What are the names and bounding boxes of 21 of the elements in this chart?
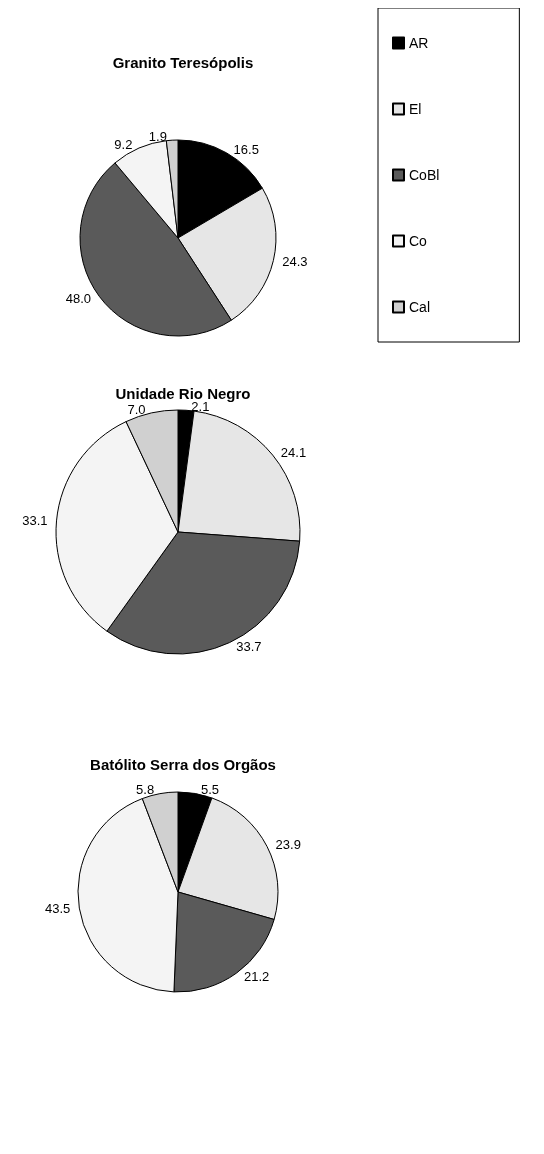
data-label: 1.9 — [148, 128, 167, 144]
legend-label: CoBl — [409, 167, 440, 183]
data-label: 33.7 — [236, 638, 262, 654]
data-label: 24.1 — [280, 445, 307, 461]
data-label: 33.1 — [22, 513, 48, 529]
data-label: 23.9 — [275, 837, 301, 853]
legend-label: Co — [409, 233, 428, 249]
legend-label: Cal — [409, 299, 431, 315]
data-label: 43.5 — [45, 901, 71, 917]
data-label: 7.0 — [127, 401, 146, 417]
chart-title: Batólito Serra dos Orgãos — [90, 756, 276, 773]
data-label: 5.8 — [136, 782, 155, 798]
legend-label: AR — [409, 35, 429, 51]
data-label: 24.3 — [282, 253, 308, 269]
data-label: 16.5 — [233, 141, 259, 157]
data-label: 5.5 — [200, 782, 219, 798]
data-label: 9.2 — [114, 136, 133, 152]
text: Granito Teresópolis — [112, 54, 254, 71]
legend-label: El — [409, 101, 422, 117]
data-label: 48.0 — [65, 291, 91, 307]
data-label: 21.2 — [243, 968, 270, 984]
